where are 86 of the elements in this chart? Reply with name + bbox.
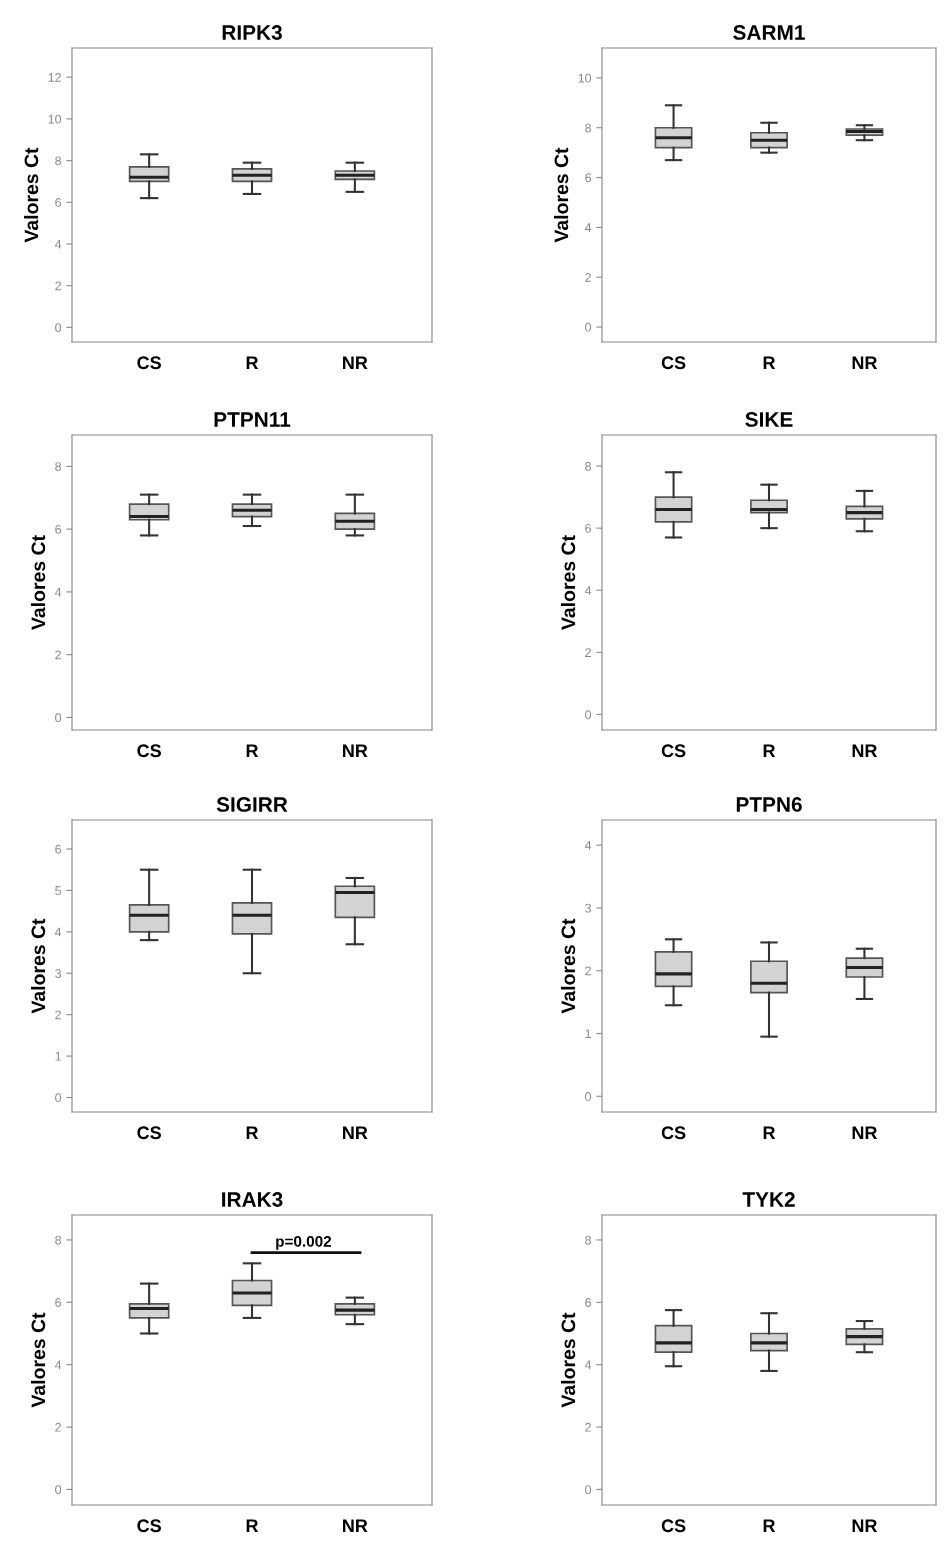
x-tick-label: R [246,1126,259,1139]
y-tick-label: 8 [55,462,62,472]
y-tick-label: 2 [585,648,591,657]
y-tick-label: 8 [55,156,62,166]
x-tick-label: CS [661,1519,686,1533]
chart-title: TYK2 [742,1192,795,1207]
y-tick-label: 8 [585,123,592,133]
y-tick-label: 4 [54,927,62,937]
x-tick-label: R [246,1519,259,1532]
x-tick-label: R [763,356,776,369]
x-tick-label: CS [661,744,686,758]
chart-title: PTPN11 [214,412,291,427]
y-tick-label: 0 [585,1092,592,1101]
x-tick-label: NR [343,744,368,757]
y-tick-label: 10 [578,73,592,83]
x-tick-label: CS [137,1519,161,1533]
y-tick-label: 10 [48,114,62,124]
x-tick-label: CS [137,356,161,370]
y-tick-label: 2 [55,281,61,291]
y-tick-label: 4 [54,587,62,597]
x-tick-label: R [763,1519,776,1532]
x-tick-label: R [763,744,776,757]
x-tick-label: NR [852,1519,878,1532]
y-axis-title: Valores Ct [30,1312,46,1408]
y-axis-title: Valores Ct [554,147,569,243]
chart-title: SIKE [745,412,793,427]
y-tick-label: 6 [585,173,592,183]
y-tick-label: 4 [584,223,592,232]
y-tick-label: 6 [55,844,62,854]
y-tick-label: 2 [55,1422,61,1432]
y-tick-label: 6 [55,198,62,207]
y-tick-label: 4 [54,239,62,249]
chart-title: PTPN6 [736,797,802,812]
y-axis-title: Valores Ct [560,535,576,630]
y-tick-label: 4 [584,1360,592,1370]
y-tick-label: 0 [585,1485,592,1495]
x-tick-label: NR [343,356,368,369]
y-tick-label: 2 [585,1422,591,1432]
y-tick-label: 5 [55,886,62,896]
y-tick-label: 0 [55,1093,62,1103]
x-tick-label: NR [852,356,878,369]
y-axis-title: Valores Ct [30,535,46,630]
x-tick-label: CS [661,356,686,370]
y-tick-label: 4 [584,841,592,850]
y-tick-label: 2 [585,273,591,282]
y-tick-label: 1 [585,1029,591,1039]
chart-title: SIGIRR [216,797,288,812]
x-tick-label: R [763,1126,776,1139]
y-tick-label: 8 [55,1235,62,1245]
y-tick-label: 8 [585,461,592,471]
y-tick-label: 8 [585,1235,592,1245]
y-tick-label: 0 [585,322,592,332]
y-axis-title: Valores Ct [24,147,39,243]
y-tick-label: 2 [55,650,61,660]
y-tick-label: 6 [55,1298,62,1307]
x-tick-label: CS [137,1126,161,1140]
y-tick-label: 4 [54,1360,62,1370]
y-tick-label: 12 [48,72,61,82]
y-tick-label: 2 [55,1010,61,1020]
x-tick-label: NR [343,1126,368,1139]
x-tick-label: NR [852,744,878,757]
x-tick-label: R [246,356,259,369]
y-tick-label: 6 [55,524,62,534]
y-axis-title: Valores Ct [560,1312,576,1408]
x-tick-label: NR [343,1519,368,1532]
y-tick-label: 3 [55,969,62,978]
y-tick-label: 1 [55,1052,61,1061]
y-tick-label: 2 [585,966,591,976]
y-tick-label: 0 [55,713,62,723]
y-tick-label: 0 [55,1485,62,1495]
y-tick-label: 6 [585,523,592,533]
y-tick-label: 6 [585,1298,592,1307]
y-tick-label: 3 [585,903,592,913]
y-tick-label: 0 [55,323,62,333]
y-tick-label: 4 [584,586,592,595]
y-axis-title: Valores Ct [560,918,576,1014]
chart-title: RIPK3 [222,25,282,40]
x-tick-label: CS [137,744,161,758]
x-tick-label: NR [852,1126,878,1139]
chart-title: SARM1 [733,25,805,40]
annotation: p=0.002 [276,1235,332,1250]
y-axis-title: Valores Ct [30,918,46,1014]
y-tick-label: 0 [585,710,592,720]
x-tick-label: CS [661,1126,686,1140]
chart-title: IRAK3 [222,1192,283,1207]
x-tick-label: R [246,744,259,757]
